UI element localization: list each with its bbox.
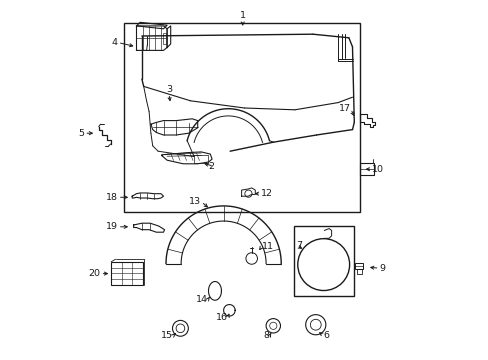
Bar [123,23,359,212]
Bar [194,155,208,163]
Text: 9: 9 [379,264,385,273]
Text: 7: 7 [296,241,302,250]
Text: 8: 8 [263,331,269,340]
Bar [359,163,373,175]
Text: 6: 6 [323,331,329,340]
Text: 19: 19 [105,222,118,231]
Text: 11: 11 [261,242,273,251]
Text: 10: 10 [371,165,384,174]
Text: 13: 13 [189,197,201,206]
Text: 3: 3 [165,85,172,94]
Text: 12: 12 [260,189,272,198]
Bar [294,226,353,296]
Text: 1: 1 [239,11,245,20]
Text: 20: 20 [88,269,101,278]
Text: 18: 18 [105,193,118,202]
Bar [355,263,363,269]
Text: 2: 2 [207,162,213,171]
Text: 5: 5 [78,129,84,138]
Text: 14: 14 [195,295,207,304]
Bar [111,262,142,285]
Text: 15: 15 [161,331,173,340]
Text: 16: 16 [215,313,227,322]
Bar [356,269,361,274]
Bar [163,33,166,44]
Text: 17: 17 [338,104,350,113]
Text: 4: 4 [112,38,118,47]
